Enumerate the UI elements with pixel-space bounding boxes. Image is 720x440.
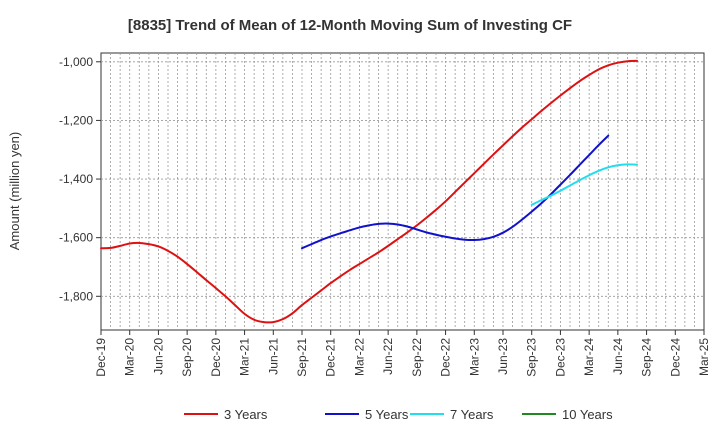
- legend-label-7-years: 7 Years: [450, 407, 494, 422]
- y-tick-label: -1,200: [59, 113, 93, 127]
- y-tick-label: -1,400: [59, 172, 93, 186]
- x-tick-label: Dec-23: [553, 338, 567, 377]
- series-line-5-years: [301, 134, 610, 250]
- legend: 3 Years 5 Years 7 Years 10 Years: [184, 407, 613, 422]
- y-axis-label: Amount (million yen): [7, 132, 22, 251]
- x-tick-label: Jun-20: [151, 338, 165, 375]
- x-tick-label: Jun-23: [496, 338, 510, 375]
- x-tick-label: Jun-21: [266, 338, 280, 375]
- chart-title: [8835] Trend of Mean of 12-Month Moving …: [128, 17, 572, 34]
- plot-area: -1,000 -1,200 -1,400 -1,600 -1,800 Dec-19 Mar-…: [59, 52, 711, 377]
- series-line-7-years: [530, 163, 638, 206]
- legend-label-5-years: 5 Years: [365, 407, 409, 422]
- x-tick-label: Sep-21: [295, 338, 309, 377]
- x-tick-label: Sep-24: [640, 338, 654, 377]
- y-tick-label: -1,600: [59, 231, 93, 245]
- x-tick-label: Dec-24: [668, 338, 682, 377]
- y-tick-label: -1,800: [59, 289, 93, 303]
- x-tick-label: Mar-23: [467, 338, 481, 376]
- y-tick-label: -1,000: [59, 55, 93, 69]
- legend-label-3-years: 3 Years: [224, 407, 268, 422]
- x-tick-label: Dec-19: [94, 338, 108, 377]
- x-tick-label: Sep-20: [180, 338, 194, 377]
- x-tick-label: Mar-25: [697, 338, 711, 376]
- x-tick-label: Mar-22: [352, 338, 366, 376]
- x-tick-label: Jun-22: [381, 338, 395, 375]
- x-tick-label: Dec-22: [439, 338, 453, 377]
- series-line-3-years: [100, 59, 638, 324]
- legend-label-10-years: 10 Years: [562, 407, 613, 422]
- x-tick-label: Sep-23: [525, 338, 539, 377]
- x-tick-label: Jun-24: [611, 338, 625, 375]
- plot-frame: [100, 52, 705, 331]
- x-tick-label: Sep-22: [410, 338, 424, 377]
- x-tick-label: Dec-20: [209, 338, 223, 377]
- x-tick-label: Mar-20: [123, 338, 137, 376]
- x-tick-label: Dec-21: [324, 338, 338, 377]
- x-tick-label: Mar-24: [582, 338, 596, 376]
- x-tick-label: Mar-21: [238, 338, 252, 376]
